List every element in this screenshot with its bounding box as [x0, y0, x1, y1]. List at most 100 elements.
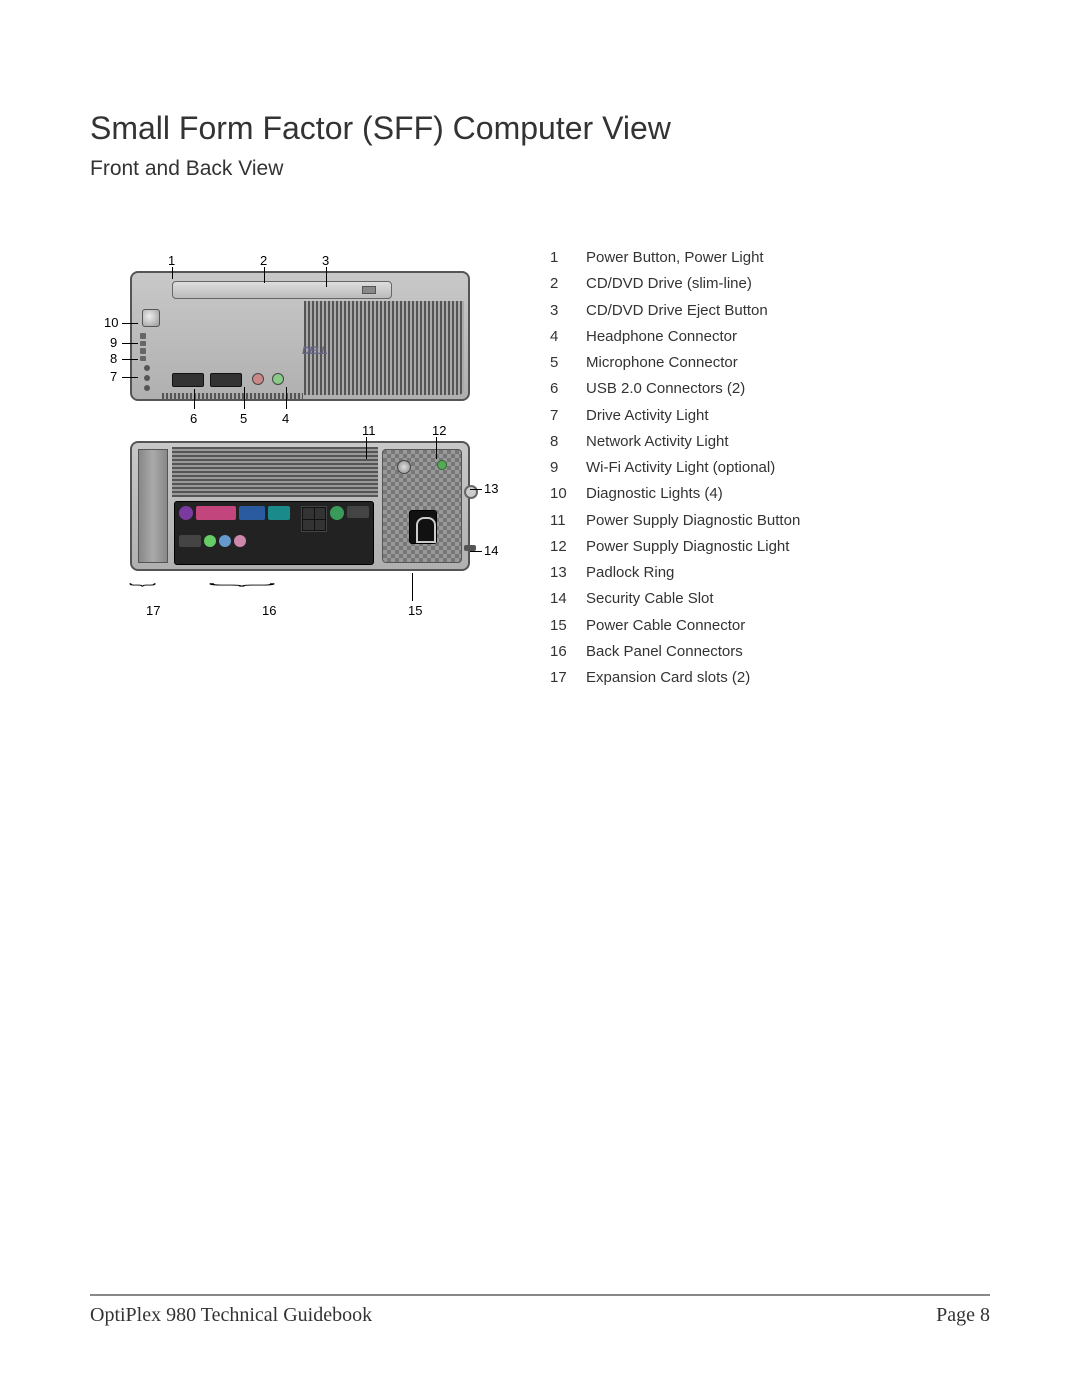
- legend-label: Padlock Ring: [586, 560, 990, 586]
- legend-number: 7: [550, 403, 586, 429]
- callout-8: 8: [110, 351, 117, 366]
- front-view-diagram: DELL 1 2 3 10 9 8 7: [90, 271, 510, 401]
- back-panel-connectors: [174, 501, 374, 565]
- legend-number: 13: [550, 560, 586, 586]
- ps2-keyboard-port: [179, 506, 193, 520]
- expansion-card-slots: [138, 449, 168, 563]
- legend-label: Diagnostic Lights (4): [586, 481, 990, 507]
- callout-1: 1: [168, 253, 175, 268]
- legend-row: 5Microphone Connector: [550, 350, 990, 376]
- callout-2: 2: [260, 253, 267, 268]
- psu-diagnostic-button: [397, 460, 411, 474]
- legend-number: 6: [550, 376, 586, 402]
- callout-13: 13: [484, 481, 498, 496]
- headphone-connector: [272, 373, 284, 385]
- microphone-connector: [252, 373, 264, 385]
- legend-row: 4Headphone Connector: [550, 324, 990, 350]
- audio-line-out: [204, 535, 216, 547]
- callout-7: 7: [110, 369, 117, 384]
- back-usb-block: [301, 506, 327, 532]
- vga-port: [239, 506, 265, 520]
- legend-number: 8: [550, 429, 586, 455]
- page-subtitle: Front and Back View: [90, 157, 990, 181]
- legend-row: 9Wi-Fi Activity Light (optional): [550, 455, 990, 481]
- legend-label: Power Supply Diagnostic Button: [586, 508, 990, 534]
- legend-row: 6USB 2.0 Connectors (2): [550, 376, 990, 402]
- legend-number: 12: [550, 534, 586, 560]
- network-activity-light: [144, 375, 150, 381]
- audio-line-in: [219, 535, 231, 547]
- cd-dvd-drive: [172, 281, 392, 299]
- legend-row: 3CD/DVD Drive Eject Button: [550, 298, 990, 324]
- legend-row: 15Power Cable Connector: [550, 613, 990, 639]
- footer-page-number: Page 8: [936, 1304, 990, 1327]
- legend-row: 14Security Cable Slot: [550, 586, 990, 612]
- diagram-column: DELL 1 2 3 10 9 8 7: [90, 241, 510, 691]
- front-lower-vent: [162, 393, 303, 399]
- displayport-2: [179, 535, 201, 547]
- legend-label: Security Cable Slot: [586, 586, 990, 612]
- legend-row: 1Power Button, Power Light: [550, 245, 990, 271]
- brace-17: }: [129, 583, 161, 587]
- front-chassis: DELL 1 2 3 10 9 8 7: [130, 271, 470, 401]
- legend-row: 12Power Supply Diagnostic Light: [550, 534, 990, 560]
- power-supply-area: [382, 449, 462, 563]
- diagnostic-lights: [140, 333, 146, 361]
- legend-label: Power Supply Diagnostic Light: [586, 534, 990, 560]
- callout-11: 11: [362, 423, 376, 438]
- legend-number: 11: [550, 508, 586, 534]
- legend-number: 17: [550, 665, 586, 691]
- callout-4: 4: [282, 411, 289, 426]
- legend-row: 7Drive Activity Light: [550, 403, 990, 429]
- callout-5: 5: [240, 411, 247, 426]
- legend-label: Expansion Card slots (2): [586, 665, 990, 691]
- legend-list: 1Power Button, Power Light2CD/DVD Drive …: [550, 241, 990, 691]
- psu-diagnostic-light: [437, 460, 447, 470]
- callout-6: 6: [190, 411, 197, 426]
- callout-15: 15: [408, 603, 422, 618]
- page-title: Small Form Factor (SFF) Computer View: [90, 110, 990, 147]
- legend-label: Back Panel Connectors: [586, 639, 990, 665]
- callout-3: 3: [322, 253, 329, 268]
- legend-label: Power Button, Power Light: [586, 245, 990, 271]
- legend-row: 17Expansion Card slots (2): [550, 665, 990, 691]
- legend-row: 10Diagnostic Lights (4): [550, 481, 990, 507]
- brace-16: }: [207, 583, 287, 587]
- legend-number: 16: [550, 639, 586, 665]
- dell-logo: DELL: [302, 345, 327, 357]
- page-footer: OptiPlex 980 Technical Guidebook Page 8: [90, 1294, 990, 1327]
- power-button: [142, 309, 160, 327]
- legend-label: Network Activity Light: [586, 429, 990, 455]
- front-vent-grille: [304, 301, 464, 395]
- ps2-mouse-port: [330, 506, 344, 520]
- cd-dvd-eject-button: [362, 286, 376, 294]
- legend-number: 2: [550, 271, 586, 297]
- back-view-diagram: 11 12 13 14 } 17 } 16 15: [90, 441, 510, 571]
- displayport: [347, 506, 369, 518]
- callout-10: 10: [104, 315, 118, 330]
- audio-mic: [234, 535, 246, 547]
- legend-label: Headphone Connector: [586, 324, 990, 350]
- legend-row: 16Back Panel Connectors: [550, 639, 990, 665]
- drive-activity-light: [144, 385, 150, 391]
- callout-16: 16: [262, 603, 276, 618]
- back-vent-grille: [172, 447, 378, 497]
- parallel-port: [196, 506, 236, 520]
- wifi-activity-light: [144, 365, 150, 371]
- legend-label: CD/DVD Drive Eject Button: [586, 298, 990, 324]
- legend-row: 8Network Activity Light: [550, 429, 990, 455]
- legend-number: 4: [550, 324, 586, 350]
- legend-number: 15: [550, 613, 586, 639]
- legend-label: Drive Activity Light: [586, 403, 990, 429]
- legend-row: 2CD/DVD Drive (slim-line): [550, 271, 990, 297]
- legend-row: 13Padlock Ring: [550, 560, 990, 586]
- legend-number: 1: [550, 245, 586, 271]
- legend-label: USB 2.0 Connectors (2): [586, 376, 990, 402]
- legend-row: 11Power Supply Diagnostic Button: [550, 508, 990, 534]
- front-usb-connectors: [172, 373, 242, 387]
- legend-number: 5: [550, 350, 586, 376]
- legend-label: CD/DVD Drive (slim-line): [586, 271, 990, 297]
- footer-doc-title: OptiPlex 980 Technical Guidebook: [90, 1304, 372, 1327]
- legend-label: Wi-Fi Activity Light (optional): [586, 455, 990, 481]
- power-cable-connector: [409, 510, 437, 544]
